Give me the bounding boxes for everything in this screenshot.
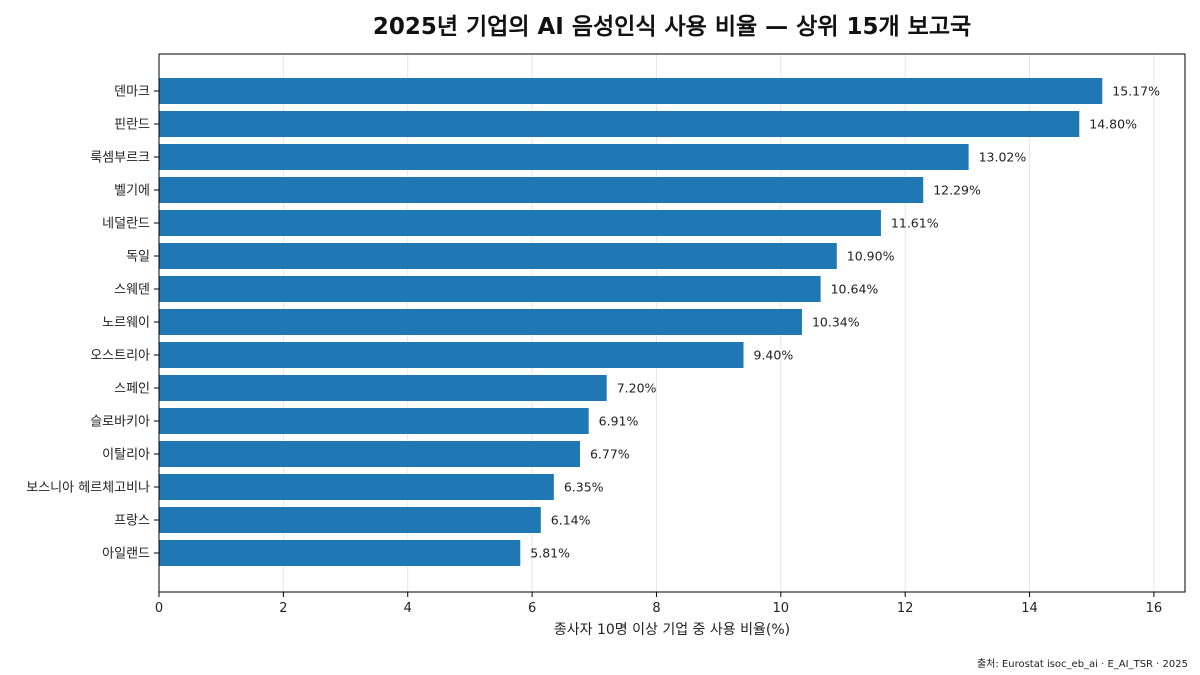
source-note: 출처: Eurostat isoc_eb_ai · E_AI_TSR · 202… bbox=[977, 658, 1188, 670]
bar bbox=[159, 243, 837, 269]
x-tick-label: 0 bbox=[155, 601, 163, 616]
category-label: 프랑스 bbox=[114, 514, 150, 529]
value-label: 15.17% bbox=[1112, 84, 1160, 99]
value-label: 9.40% bbox=[754, 348, 794, 363]
value-label: 5.81% bbox=[530, 546, 570, 561]
bar bbox=[159, 375, 607, 401]
bar bbox=[159, 309, 802, 335]
value-label: 7.20% bbox=[617, 381, 657, 396]
category-label: 스페인 bbox=[114, 382, 150, 397]
category-label: 네덜란드 bbox=[102, 217, 150, 232]
bar bbox=[159, 408, 589, 434]
category-label: 이탈리아 bbox=[102, 448, 150, 463]
category-label: 보스니아 헤르체고비나 bbox=[26, 481, 150, 496]
value-label: 13.02% bbox=[979, 150, 1027, 165]
value-label: 12.29% bbox=[933, 183, 981, 198]
chart-title: 2025년 기업의 AI 음성인식 사용 비율 — 상위 15개 보고국 bbox=[373, 14, 971, 40]
bar bbox=[159, 474, 554, 500]
value-labels: 15.17% 14.80% 13.02% 12.29% 11.61% 10.90% 10.6… bbox=[530, 84, 1160, 561]
category-label: 아일랜드 bbox=[102, 547, 150, 562]
bar bbox=[159, 507, 541, 533]
x-tick-label: 16 bbox=[1146, 601, 1163, 616]
bar bbox=[159, 144, 969, 170]
category-labels: 덴마크핀란드룩셈부르크벨기에네덜란드독일스웨덴노르웨이오스트리아스페인슬로바키아… bbox=[26, 85, 159, 562]
x-tick-label: 12 bbox=[897, 601, 914, 616]
plot-frame bbox=[158, 53, 1186, 593]
value-label: 14.80% bbox=[1089, 117, 1137, 132]
x-tick-label: 6 bbox=[528, 601, 536, 616]
value-label: 10.64% bbox=[831, 282, 879, 297]
bar bbox=[159, 177, 924, 203]
bar bbox=[159, 342, 744, 368]
value-label: 11.61% bbox=[891, 216, 939, 231]
value-label: 10.90% bbox=[847, 249, 895, 264]
category-label: 덴마크 bbox=[114, 85, 150, 100]
x-tick-label: 10 bbox=[773, 601, 790, 616]
value-label: 6.77% bbox=[590, 447, 630, 462]
bar bbox=[159, 441, 580, 467]
category-label: 노르웨이 bbox=[102, 316, 150, 331]
category-label: 벨기에 bbox=[114, 184, 150, 199]
category-label: 슬로바키아 bbox=[90, 415, 150, 430]
category-label: 독일 bbox=[126, 250, 150, 265]
value-label: 6.35% bbox=[564, 480, 604, 495]
x-axis-title: 종사자 10명 이상 기업 중 사용 비율(%) bbox=[554, 622, 790, 638]
x-tick-label: 8 bbox=[652, 601, 660, 616]
bar bbox=[159, 78, 1103, 104]
x-tick-label: 14 bbox=[1021, 601, 1038, 616]
bars bbox=[159, 78, 1103, 566]
category-label: 룩셈부르크 bbox=[90, 151, 150, 166]
bar bbox=[159, 210, 881, 236]
bar bbox=[159, 276, 821, 302]
category-label: 핀란드 bbox=[114, 118, 150, 133]
value-label: 6.91% bbox=[599, 414, 639, 429]
x-axis-ticks: 0 2 4 6 8 10 12 14 16 bbox=[155, 592, 1162, 616]
bar bbox=[159, 111, 1080, 137]
value-label: 10.34% bbox=[812, 315, 860, 330]
x-tick-label: 2 bbox=[279, 601, 287, 616]
bar bbox=[159, 540, 521, 566]
x-tick-label: 4 bbox=[404, 601, 412, 616]
category-label: 스웨덴 bbox=[114, 283, 150, 298]
category-label: 오스트리아 bbox=[90, 349, 150, 364]
value-label: 6.14% bbox=[551, 513, 591, 528]
